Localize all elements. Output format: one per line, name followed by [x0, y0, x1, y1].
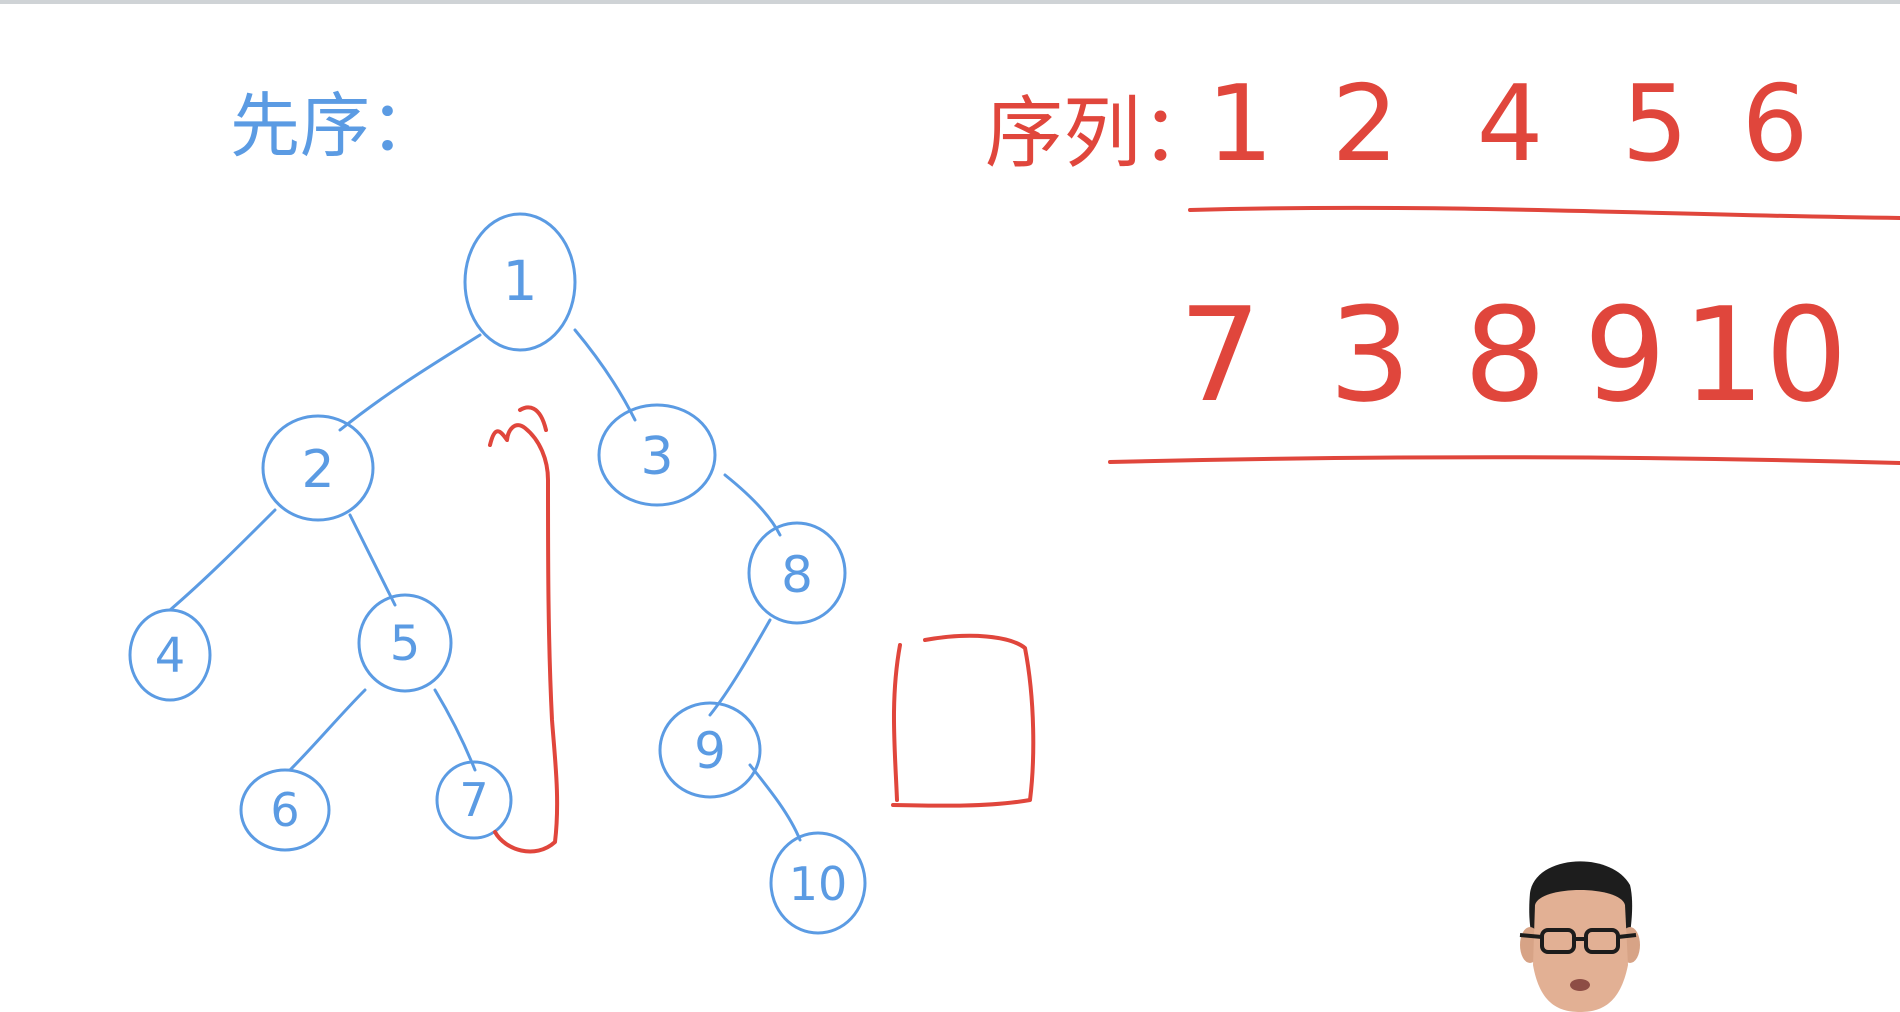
tree-node-5: 5 — [357, 593, 453, 693]
mouth — [1570, 979, 1590, 991]
edge-5-7 — [433, 688, 477, 772]
underline-2 — [1108, 455, 1900, 465]
tree-node-1: 1 — [463, 212, 577, 352]
edge-2-4 — [168, 508, 277, 612]
sequence-item: 1 — [1207, 63, 1274, 185]
tree-node-2: 2 — [261, 414, 375, 522]
sequence-item: 10 — [1682, 279, 1847, 431]
node-label: 4 — [155, 628, 186, 684]
preorder-title: 先序： — [230, 85, 440, 167]
sequence-label: 序列： — [985, 89, 1219, 179]
tree-node-4: 4 — [128, 608, 212, 702]
edge-9-10 — [748, 763, 802, 842]
tree-node-6: 6 — [239, 768, 331, 852]
edge-8-9 — [708, 618, 772, 717]
tree-node-3: 3 — [597, 403, 717, 507]
sequence-item: 4 — [1477, 63, 1544, 185]
tree-node-8: 8 — [747, 521, 847, 625]
edge-3-8 — [723, 473, 782, 537]
node-label: 5 — [390, 616, 421, 672]
underline-1 — [1188, 205, 1900, 220]
tree-node-10: 10 — [769, 831, 867, 935]
sequence-row-1: 1 2 4 5 6 — [1207, 63, 1809, 185]
glasses-icon — [1519, 928, 1637, 954]
edge-1-3 — [573, 328, 637, 422]
node-label: 10 — [789, 857, 848, 911]
node-label: 3 — [640, 427, 673, 487]
sequence-item: 8 — [1464, 279, 1547, 431]
node-label: 8 — [781, 546, 813, 604]
stack-box — [891, 633, 1036, 808]
sequence-item: 3 — [1329, 279, 1412, 431]
sequence-item: 6 — [1742, 63, 1809, 185]
face — [1533, 890, 1628, 1012]
node-label: 7 — [459, 773, 488, 827]
node-label: 2 — [301, 440, 334, 500]
tree-node-7: 7 — [435, 760, 513, 840]
node-label: 9 — [694, 722, 726, 780]
traversal-arrow — [488, 405, 560, 854]
webcam-overlay — [1490, 845, 1670, 1012]
sequence-row-2: 7 3 8 9 10 — [1179, 279, 1848, 431]
tree-node-9: 9 — [658, 701, 762, 799]
sequence-item: 9 — [1584, 279, 1667, 431]
node-label: 6 — [270, 783, 299, 837]
sequence-item: 2 — [1332, 63, 1399, 185]
edge-5-6 — [288, 688, 367, 772]
sequence-item: 5 — [1622, 63, 1689, 185]
tree-nodes: 1 2 3 4 5 6 7 8 — [128, 212, 867, 935]
node-label: 1 — [503, 249, 538, 313]
edge-2-5 — [348, 513, 397, 607]
sequence-item: 7 — [1179, 279, 1262, 431]
window-top-edge — [0, 0, 1900, 4]
edge-1-2 — [338, 333, 482, 432]
